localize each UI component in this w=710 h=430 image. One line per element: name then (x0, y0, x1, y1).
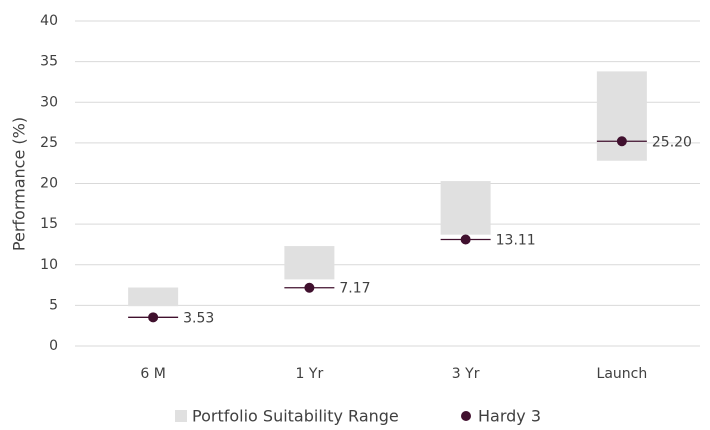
dot (304, 282, 315, 293)
range-bar (284, 246, 335, 280)
range-bar (596, 71, 647, 161)
x-tick-label: 3 Yr (452, 366, 480, 382)
data-label: 3.53 (183, 310, 214, 326)
range-bar (128, 287, 179, 307)
dot (460, 234, 471, 245)
data-label: 13.11 (496, 232, 536, 248)
legend-label: Portfolio Suitability Range (192, 407, 399, 426)
data-label: 7.17 (339, 281, 370, 297)
y-tick-label: 5 (49, 297, 58, 313)
y-tick-label: 30 (40, 94, 58, 110)
y-tick-label: 35 (40, 54, 58, 70)
legend-swatch (461, 411, 471, 421)
dot (616, 136, 627, 147)
legend-swatch (175, 410, 187, 422)
dot (148, 312, 159, 323)
y-tick-label: 20 (40, 176, 58, 192)
y-tick-label: 15 (40, 216, 58, 232)
x-tick-label: 1 Yr (296, 366, 324, 382)
y-tick-label: 10 (40, 257, 58, 273)
y-tick-label: 0 (49, 338, 58, 354)
y-tick-label: 40 (40, 13, 58, 29)
data-label: 25.20 (652, 134, 692, 150)
x-tick-label: 6 M (140, 366, 165, 382)
range-bar (440, 181, 491, 235)
legend-label: Hardy 3 (478, 407, 541, 426)
y-tick-label: 25 (40, 135, 58, 151)
y-axis-title: Performance (%) (10, 117, 29, 251)
x-tick-label: Launch (597, 366, 648, 382)
